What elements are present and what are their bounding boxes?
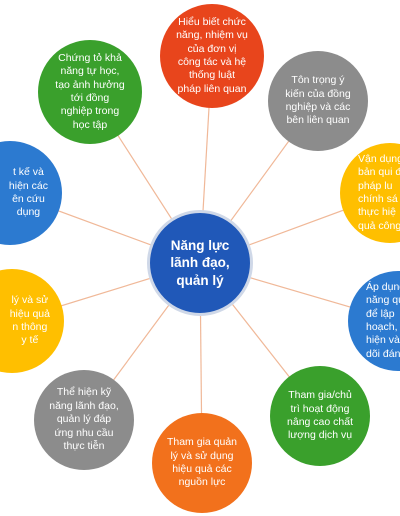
- node-bottom-right-label: Tham gia/chủ trì hoạt động nâng cao chất…: [287, 389, 353, 442]
- center-node-label: Năng lực lãnh đạo, quản lý: [170, 237, 230, 288]
- node-top-right: Tôn trọng ý kiến của đồng nghiệp và các …: [268, 51, 368, 151]
- node-top-left: Chứng tỏ khả năng tự học, tạo ảnh hưởng …: [38, 40, 142, 144]
- node-bottom-right: Tham gia/chủ trì hoạt động nâng cao chất…: [270, 366, 370, 466]
- node-bottom-left-label: Thể hiện kỹ năng lãnh đạo, quản lý đáp ứ…: [49, 386, 119, 453]
- node-right-lower-label: Áp dụng năng qu để lập hoạch, hiện và dõ…: [366, 280, 400, 360]
- node-left-upper-label: t kế và hiện các ên cứu dụng: [8, 166, 48, 219]
- node-bottom-label: Tham gia quản lý và sử dụng hiệu quả các…: [166, 436, 238, 489]
- node-top: Hiểu biết chức năng, nhiệm vụ của đơn vị…: [160, 4, 264, 108]
- node-bottom: Tham gia quản lý và sử dụng hiệu quả các…: [152, 413, 252, 513]
- center-node: Năng lực lãnh đạo, quản lý: [147, 210, 253, 316]
- node-top-label: Hiểu biết chức năng, nhiệm vụ của đơn vị…: [176, 15, 248, 95]
- node-bottom-left: Thể hiện kỹ năng lãnh đạo, quản lý đáp ứ…: [34, 370, 134, 470]
- node-right-lower: Áp dụng năng qu để lập hoạch, hiện và dõ…: [348, 271, 400, 371]
- node-top-left-label: Chứng tỏ khả năng tự học, tạo ảnh hưởng …: [55, 51, 125, 131]
- node-left-lower-label: lý và sử hiệu quả n thông y tế: [9, 294, 50, 347]
- node-left-upper: t kế và hiện các ên cứu dụng: [0, 141, 62, 245]
- node-top-right-label: Tôn trọng ý kiến của đồng nghiệp và các …: [285, 74, 351, 127]
- node-right-upper-label: Vận dụng bản qui đ pháp lu chính sá thực…: [358, 152, 400, 232]
